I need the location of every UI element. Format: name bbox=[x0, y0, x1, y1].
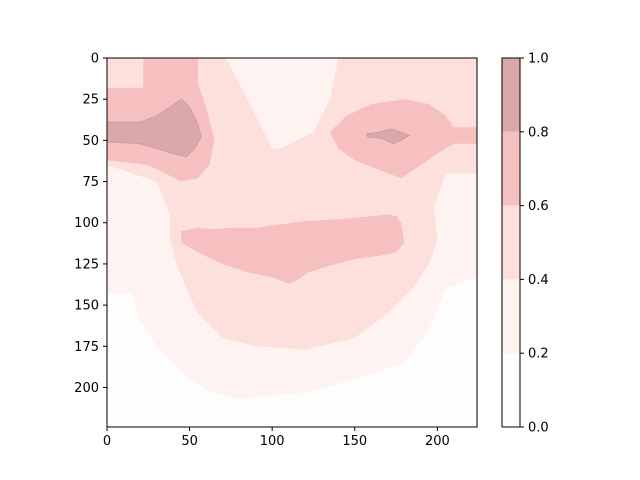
colorbar-band bbox=[502, 131, 520, 206]
y-tick-label: 175 bbox=[74, 340, 99, 355]
x-tick-label: 200 bbox=[425, 434, 450, 449]
colorbar-tick-label: 0.0 bbox=[528, 421, 549, 436]
x-axis-ticks: 0 50 100 150 200 bbox=[103, 427, 450, 449]
colorbar: 0.0 0.2 0.4 0.6 0.8 1.0 bbox=[501, 52, 549, 436]
contour-region-5 bbox=[181, 214, 405, 284]
colorbar-ticks: 0.0 0.2 0.4 0.6 0.8 1.0 bbox=[520, 52, 549, 436]
plot-frame bbox=[106, 57, 478, 428]
colorbar-band bbox=[502, 58, 520, 132]
y-tick-label: 0 bbox=[91, 52, 99, 67]
colorbar-band bbox=[502, 205, 520, 280]
colorbar-tick-label: 0.8 bbox=[528, 125, 549, 140]
x-tick-label: 100 bbox=[260, 434, 285, 449]
y-tick-label: 150 bbox=[74, 299, 99, 314]
contour-region-6 bbox=[107, 98, 202, 158]
y-tick-label: 25 bbox=[82, 93, 99, 108]
y-tick-label: 200 bbox=[74, 381, 99, 396]
y-tick-label: 75 bbox=[82, 175, 99, 190]
y-tick-label: 125 bbox=[74, 257, 99, 272]
colorbar-frame bbox=[501, 57, 521, 428]
colorbar-tick-label: 1.0 bbox=[528, 52, 549, 67]
colorbar-bands bbox=[502, 58, 520, 427]
x-tick-label: 150 bbox=[342, 434, 367, 449]
colorbar-band bbox=[502, 279, 520, 354]
x-tick-label: 50 bbox=[181, 434, 198, 449]
y-axis-ticks: 0 25 50 75 100 125 150 175 200 bbox=[74, 52, 107, 396]
colorbar-tick-label: 0.2 bbox=[528, 347, 549, 362]
y-tick-label: 50 bbox=[82, 134, 99, 149]
contour-region-7 bbox=[365, 128, 411, 145]
y-tick-label: 100 bbox=[74, 216, 99, 231]
colorbar-band bbox=[502, 353, 520, 427]
contour-regions bbox=[107, 58, 477, 427]
colorbar-tick-label: 0.4 bbox=[528, 273, 549, 288]
colorbar-tick-label: 0.6 bbox=[528, 199, 549, 214]
x-tick-label: 0 bbox=[103, 434, 111, 449]
plot-area: 0 50 100 150 200 0 25 50 75 100 125 150 175 200 bbox=[74, 52, 478, 449]
